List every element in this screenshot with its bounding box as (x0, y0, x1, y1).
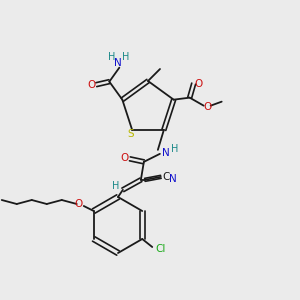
Text: N: N (169, 174, 177, 184)
Text: C: C (162, 172, 169, 182)
Text: S: S (128, 129, 134, 139)
Text: N: N (162, 148, 170, 158)
Text: H: H (108, 52, 115, 62)
Text: O: O (75, 199, 83, 209)
Text: H: H (171, 144, 178, 154)
Text: H: H (112, 181, 120, 191)
Text: H: H (122, 52, 129, 62)
Text: O: O (195, 79, 203, 89)
Text: N: N (114, 58, 122, 68)
Text: O: O (87, 80, 95, 90)
Text: O: O (204, 102, 212, 112)
Text: Cl: Cl (155, 244, 165, 254)
Text: O: O (121, 153, 129, 163)
